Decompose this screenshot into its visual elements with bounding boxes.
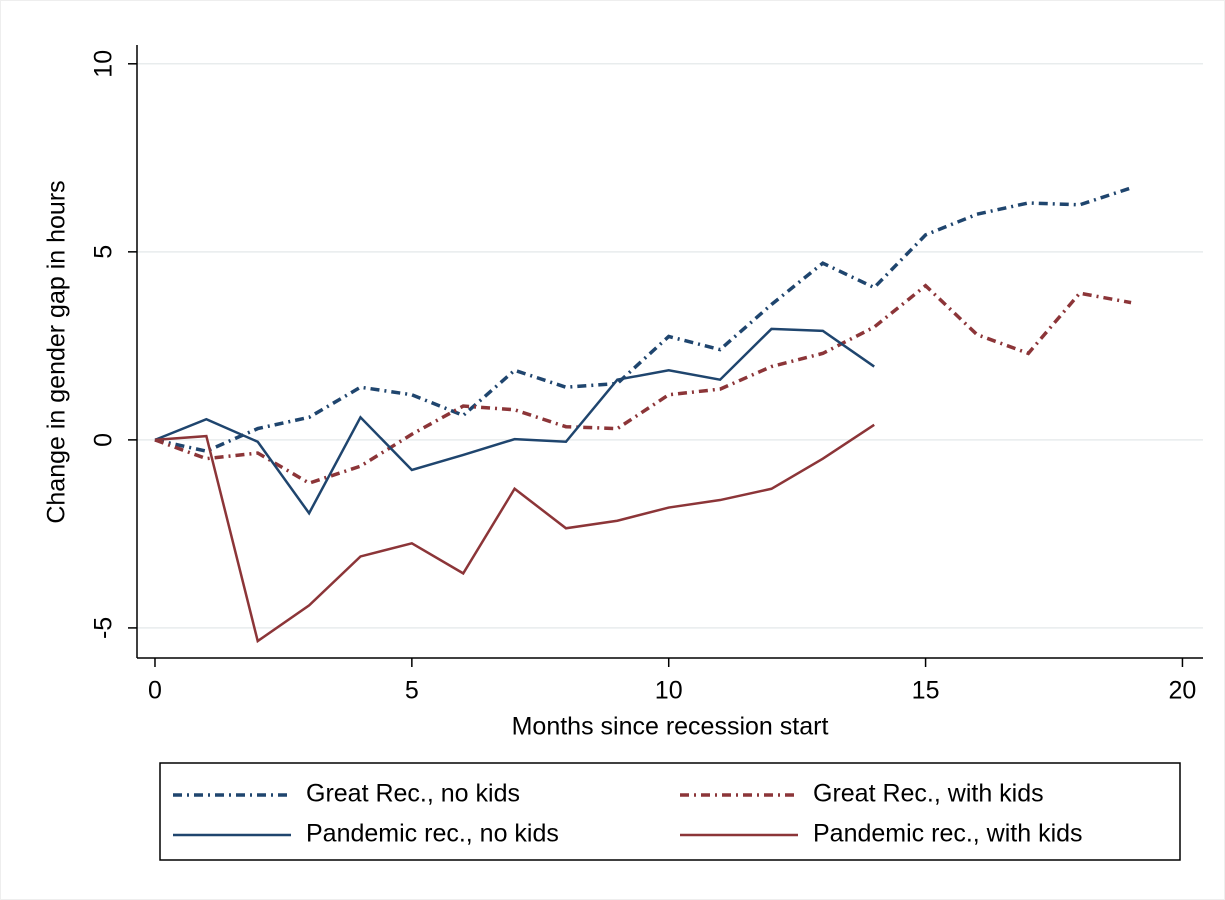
x-tick-label: 10 (655, 677, 683, 705)
legend-label: Pandemic rec., no kids (306, 820, 559, 848)
y-tick-label: 5 (90, 245, 118, 259)
x-tick-label: 0 (148, 677, 162, 705)
series-line (154, 327, 875, 516)
y-tick-label: 0 (90, 433, 118, 447)
y-tick-label: -5 (90, 617, 118, 639)
legend-label: Pandemic rec., with kids (813, 820, 1083, 848)
x-tick-label: 20 (1169, 677, 1197, 705)
x-tick-label: 15 (912, 677, 940, 705)
series-line (154, 423, 875, 644)
x-tick-label: 5 (405, 677, 419, 705)
series-line (154, 283, 1132, 486)
y-tick-label: 10 (90, 50, 118, 78)
x-axis-label: Months since recession start (512, 713, 829, 741)
legend-label: Great Rec., with kids (813, 780, 1044, 808)
y-axis-label: Change in gender gap in hours (43, 180, 71, 523)
legend-label: Great Rec., no kids (306, 780, 520, 808)
series-line (154, 186, 1132, 453)
legend-box (159, 762, 1181, 861)
